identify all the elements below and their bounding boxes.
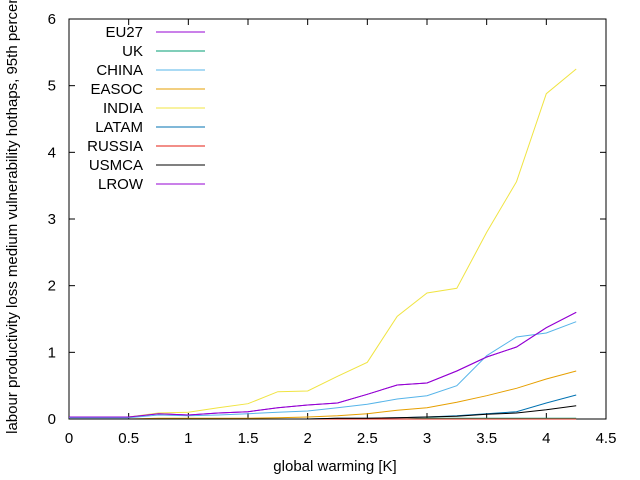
x-tick-label: 1 <box>184 430 192 447</box>
plot-frame <box>68 18 607 420</box>
y-tick-label: 4 <box>48 144 56 161</box>
x-axis-label: global warming [K] <box>273 458 396 475</box>
y-tick-label: 3 <box>48 211 56 228</box>
series-lines <box>69 68 577 420</box>
legend-label: LROW <box>98 176 144 193</box>
x-axis-ticks: 0 0.5 1 1.5 2 2.5 3 3.5 4 4.5 <box>65 19 617 447</box>
series-line-china <box>69 321 577 419</box>
legend-label: UK <box>122 43 143 60</box>
legend-label: INDIA <box>103 100 143 117</box>
series-line-lrow <box>69 311 577 418</box>
series-line-easoc <box>69 370 577 420</box>
x-tick-label: 2 <box>303 430 311 447</box>
y-axis-label: labour productivity loss medium vulnerab… <box>4 0 21 434</box>
y-tick-label: 2 <box>48 278 56 295</box>
x-tick-label: 3 <box>423 430 431 447</box>
legend-label: CHINA <box>96 62 143 79</box>
series-line-usmca <box>69 405 577 420</box>
x-tick-label: 4 <box>542 430 550 447</box>
legend-label: USMCA <box>89 157 143 174</box>
x-tick-label: 2.5 <box>357 430 378 447</box>
x-tick-label: 1.5 <box>238 430 259 447</box>
y-tick-label: 0 <box>48 411 56 428</box>
legend-label: EU27 <box>105 24 143 41</box>
y-tick-label: 5 <box>48 78 56 95</box>
x-tick-label: 0 <box>65 430 73 447</box>
legend: EU27 UK CHINA EASOC INDIA LATAM RUSSIA USMCA LRO… <box>87 24 205 193</box>
x-tick-label: 4.5 <box>596 430 617 447</box>
y-tick-label: 1 <box>48 344 56 361</box>
y-axis-ticks: 0 1 2 3 4 5 6 <box>48 11 606 428</box>
y-tick-label: 6 <box>48 11 56 28</box>
legend-label: RUSSIA <box>87 138 143 155</box>
legend-label: LATAM <box>95 119 143 136</box>
legend-label: EASOC <box>90 81 143 98</box>
series-line-eu27 <box>69 311 577 418</box>
x-tick-label: 3.5 <box>476 430 497 447</box>
x-tick-label: 0.5 <box>118 430 139 447</box>
series-line-india <box>69 68 577 418</box>
